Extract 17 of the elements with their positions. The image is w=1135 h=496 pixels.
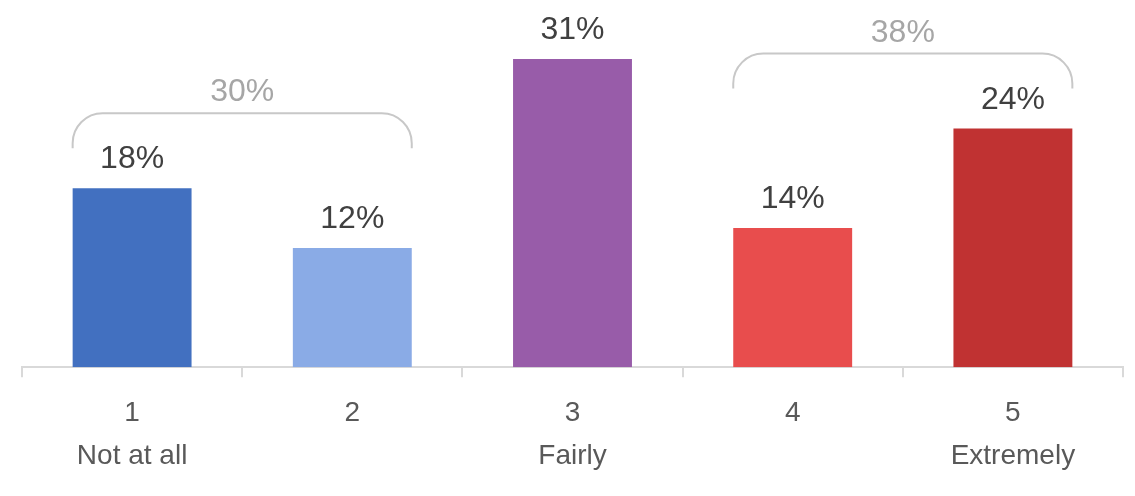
data-label: 31%	[540, 10, 605, 46]
data-label: 14%	[760, 179, 825, 216]
bar	[72, 188, 192, 368]
text: 38%	[870, 12, 935, 49]
x-tick-label: 5 Extremely	[950, 395, 1076, 471]
x-tick-label: 3 Fairly	[538, 395, 607, 471]
bar	[953, 128, 1073, 368]
bar	[733, 228, 853, 368]
x-tick-label: 1 Not at all	[76, 395, 188, 471]
bar	[513, 59, 632, 368]
x-tick-label: 2	[344, 395, 361, 427]
bar	[292, 247, 412, 368]
data-label: 18%	[100, 139, 165, 176]
annotation: 30%	[210, 72, 275, 109]
data-label: 24%	[980, 79, 1045, 116]
x-tick-label: 4	[784, 395, 801, 427]
data-label: 12%	[320, 198, 385, 235]
